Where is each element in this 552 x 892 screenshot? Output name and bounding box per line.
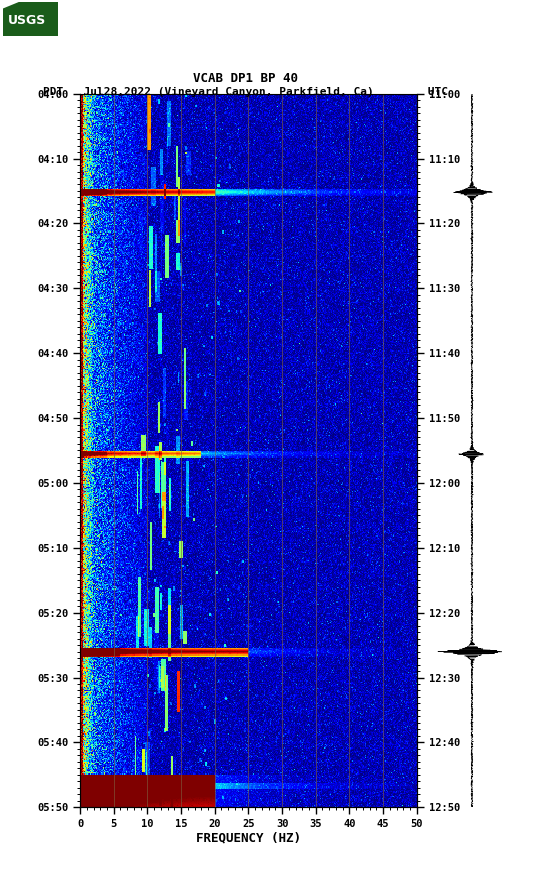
Text: USGS: USGS	[8, 14, 46, 27]
Text: PDT   Jul28,2022 (Vineyard Canyon, Parkfield, Ca)        UTC: PDT Jul28,2022 (Vineyard Canyon, Parkfie…	[43, 87, 448, 97]
X-axis label: FREQUENCY (HZ): FREQUENCY (HZ)	[196, 832, 301, 845]
FancyBboxPatch shape	[3, 2, 58, 36]
Text: VCAB DP1 BP 40: VCAB DP1 BP 40	[193, 72, 298, 85]
Polygon shape	[3, 2, 19, 9]
